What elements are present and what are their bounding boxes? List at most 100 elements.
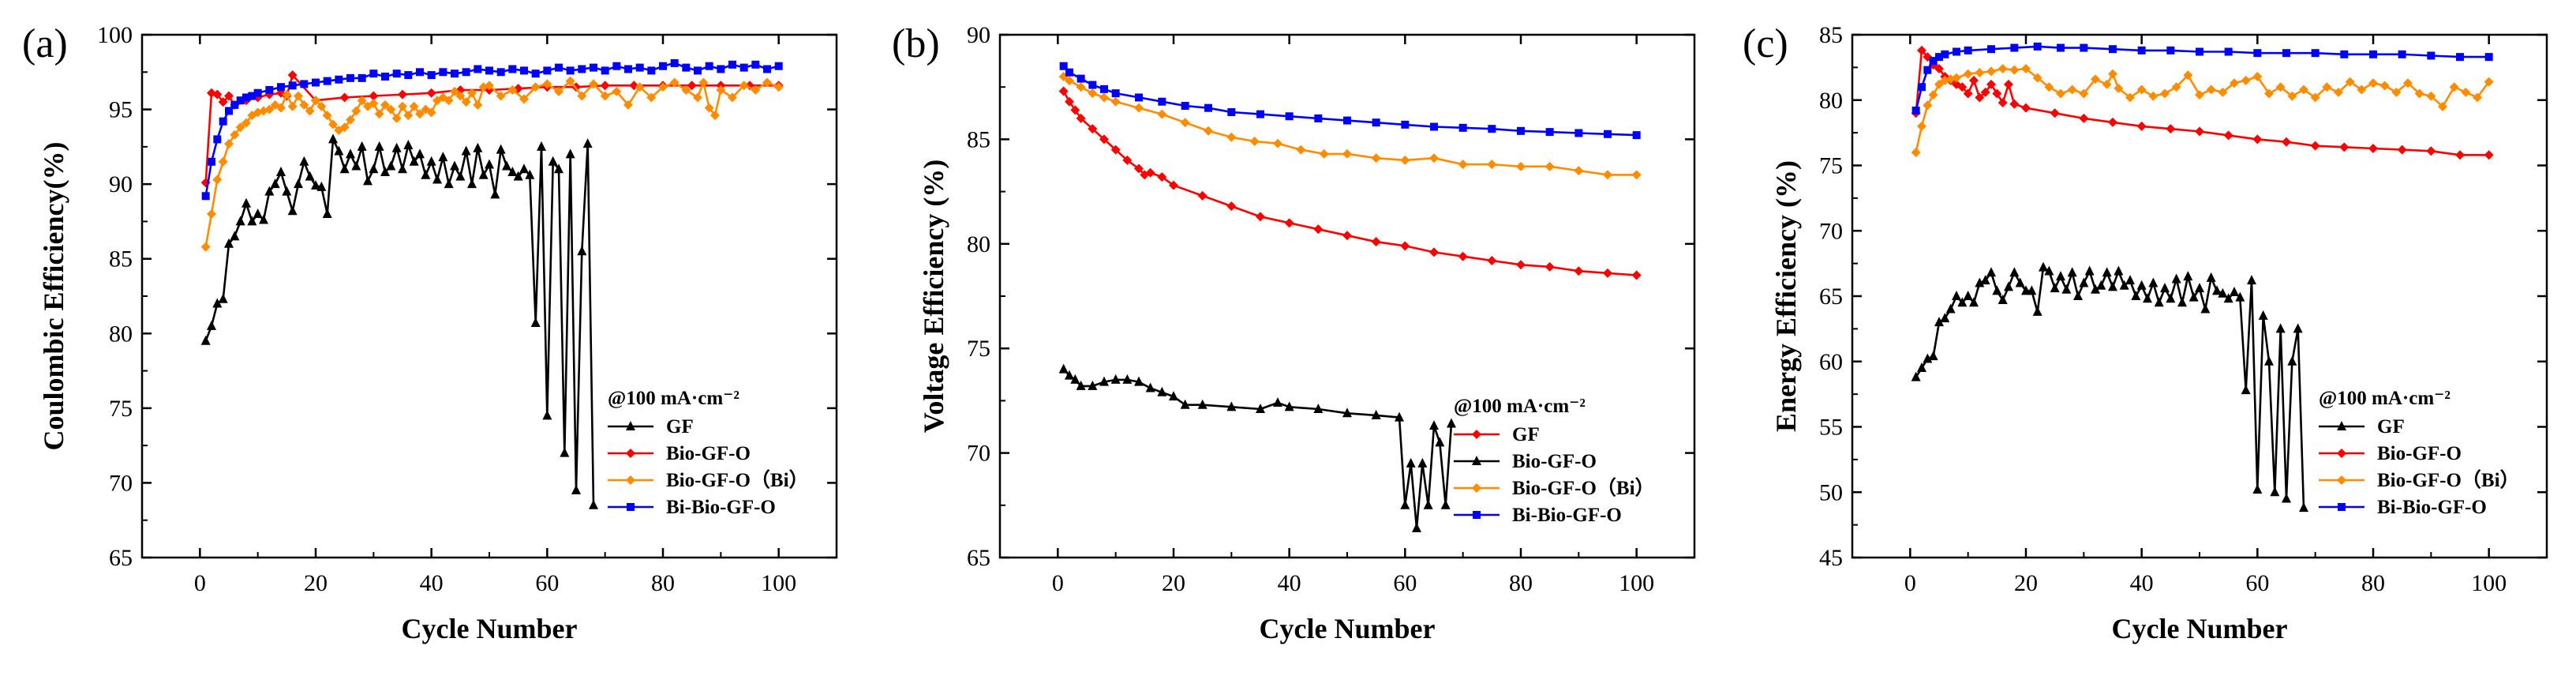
data-point (339, 122, 350, 133)
data-point (1065, 370, 1074, 380)
series-2 (1911, 45, 2494, 160)
data-point (2166, 46, 2175, 54)
data-point (1400, 155, 1410, 165)
data-point (739, 81, 749, 91)
series-4 (1059, 62, 1641, 140)
data-point (2252, 483, 2263, 494)
data-point (2010, 43, 2019, 52)
y-tick-label: 50 (1819, 479, 1843, 505)
data-point (207, 208, 216, 219)
data-point (1440, 499, 1451, 509)
data-point (312, 78, 320, 87)
data-point (409, 101, 419, 111)
data-point (520, 66, 528, 75)
data-point (2212, 285, 2222, 295)
data-point (2264, 88, 2274, 99)
data-point (2484, 53, 2493, 62)
data-point (1197, 399, 1208, 409)
data-point (2032, 306, 2042, 316)
y-tick-label: 65 (1819, 284, 1843, 310)
data-point (543, 66, 552, 75)
data-point (2079, 277, 2089, 287)
data-point (398, 163, 407, 174)
legend-title: @100 mA·cm⁻² (2319, 388, 2451, 409)
data-point (1928, 351, 1938, 361)
data-point (2218, 287, 2228, 298)
y-tick-label: 85 (967, 126, 990, 152)
data-point (2073, 291, 2083, 300)
series-1 (1911, 261, 2308, 513)
data-point (1088, 380, 1098, 390)
legend-marker (2337, 421, 2346, 430)
data-point (2200, 303, 2211, 314)
data-point (247, 216, 257, 226)
x-tick-label: 20 (2014, 570, 2038, 596)
data-point (2084, 265, 2095, 276)
data-point (346, 148, 355, 159)
data-point (2398, 50, 2406, 58)
data-point (225, 107, 233, 115)
legend-label: Bi-Bio-GF-O (2377, 497, 2487, 518)
data-point (647, 66, 656, 75)
data-point (2397, 145, 2407, 155)
data-point (1157, 386, 1167, 396)
data-point (1256, 212, 1265, 222)
data-point (322, 111, 332, 121)
data-point (1952, 291, 1961, 300)
data-point (473, 142, 483, 152)
data-point (590, 63, 597, 72)
x-tick-label: 60 (535, 570, 559, 596)
data-point (1134, 163, 1144, 174)
data-point (1917, 45, 1926, 55)
series-4 (1911, 42, 2493, 115)
data-point (1986, 267, 1996, 277)
data-point (1076, 74, 1085, 83)
data-point (242, 93, 250, 102)
data-point (2484, 150, 2494, 160)
data-point (2044, 82, 2054, 92)
data-point (409, 156, 419, 166)
data-point (299, 100, 309, 110)
data-point (2299, 502, 2308, 513)
data-point (1458, 160, 1468, 170)
data-point (398, 101, 407, 111)
data-point (288, 81, 297, 90)
y-tick-label: 100 (97, 22, 133, 48)
data-point (1928, 90, 1938, 100)
data-point (461, 145, 471, 156)
data-point (496, 91, 506, 101)
data-point (646, 92, 657, 103)
data-point (1934, 317, 1944, 327)
data-point (1145, 382, 1155, 392)
data-point (502, 160, 511, 171)
data-point (439, 68, 447, 77)
legend-marker (2337, 475, 2346, 485)
data-point (530, 317, 541, 328)
data-point (1923, 100, 1933, 111)
data-point (426, 88, 436, 98)
data-point (496, 144, 506, 154)
data-point (496, 68, 505, 77)
y-tick-label: 90 (967, 22, 990, 48)
series-1 (200, 133, 598, 509)
data-point (351, 160, 361, 171)
data-point (391, 113, 402, 123)
data-point (2102, 79, 2112, 89)
data-point (2449, 82, 2459, 92)
data-point (235, 122, 245, 133)
data-point (565, 148, 575, 159)
data-point (2230, 78, 2239, 88)
data-point (200, 242, 211, 252)
legend-marker (2337, 449, 2346, 458)
data-point (224, 238, 234, 248)
data-point (1957, 82, 1968, 92)
legend-marker (1472, 483, 1481, 493)
data-point (1110, 145, 1121, 155)
data-point (548, 156, 558, 166)
legend-label: Bio-GF-O（Bi） (2377, 468, 2520, 491)
legend: @100 mA·cm⁻² GF Bio-GF-O Bio-GF-O（Bi） Bi-Bio… (1454, 396, 1655, 526)
data-point (2091, 284, 2100, 294)
data-point (2340, 50, 2349, 58)
data-point (1940, 313, 1950, 323)
data-point (1458, 251, 1468, 261)
